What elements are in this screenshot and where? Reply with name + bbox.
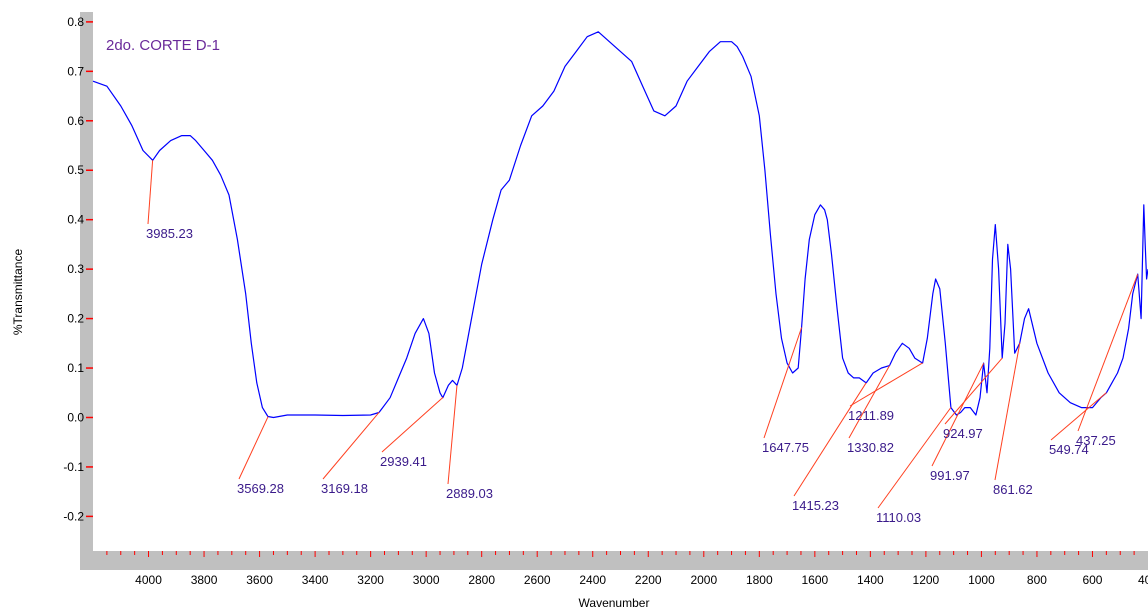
chart-title: 2do. CORTE D-1 <box>106 37 220 54</box>
x-tick-label: 400 <box>1138 573 1148 587</box>
x-tick-label: 2800 <box>468 573 495 587</box>
peak-label: 3985.23 <box>146 226 193 241</box>
y-tick-label: 0.4 <box>67 213 84 227</box>
peak-leader-line <box>763 327 803 439</box>
x-tick-label: 2200 <box>635 573 662 587</box>
y-tick-label: 0.8 <box>67 15 84 29</box>
y-tick-label: -0.2 <box>63 509 84 523</box>
peak-leader-line <box>994 342 1021 481</box>
peak-label: 1330.82 <box>847 440 894 455</box>
y-tick-label: 0.2 <box>67 312 84 326</box>
y-tick-label: 0.7 <box>67 64 84 78</box>
y-tick-label: 0.5 <box>67 163 84 177</box>
peak-label: 1110.03 <box>876 510 921 525</box>
x-tick-label: 1000 <box>968 573 995 587</box>
plot-area <box>93 12 1148 551</box>
peak-leader-line <box>147 160 154 225</box>
peak-label: 437.25 <box>1076 433 1116 448</box>
peak-label: 1647.75 <box>762 440 809 455</box>
peak-leader-line <box>447 385 458 485</box>
peak-label: 1211.89 <box>848 408 894 423</box>
x-axis-title: Wavenumber <box>579 596 650 610</box>
x-tick-label: 3000 <box>413 573 440 587</box>
peak-label: 1415.23 <box>792 498 839 513</box>
peak-leader-line <box>848 365 891 439</box>
peak-leader-line <box>931 362 985 467</box>
x-tick-label: 3600 <box>246 573 273 587</box>
peak-leader-line <box>381 396 444 453</box>
peak-label: 2939.41 <box>380 454 427 469</box>
x-tick-label: 3800 <box>191 573 218 587</box>
peak-leader-line <box>238 416 269 480</box>
peak-label: 924.97 <box>943 426 983 441</box>
x-tick-label: 1800 <box>746 573 773 587</box>
x-tick-label: 1600 <box>801 573 828 587</box>
x-tick-label: 4000 <box>135 573 162 587</box>
peak-label: 861.62 <box>993 482 1033 497</box>
peak-label: 3569.28 <box>237 481 284 496</box>
y-tick-label: 0.0 <box>67 410 84 424</box>
peak-label: 549.74 <box>1049 442 1089 457</box>
x-tick-label: 2400 <box>579 573 606 587</box>
bottom-frame-bar <box>80 551 1148 570</box>
y-axis: 0.8 0.7 0.6 0.5 0.4 0.3 0.2 0.1 0.0 -0.1 -0.2 <box>63 15 93 523</box>
x-tick-label: 2000 <box>690 573 717 587</box>
y-tick-label: 0.3 <box>67 262 84 276</box>
y-axis-title: %Transmittance <box>11 249 25 336</box>
spectrum-line <box>92 31 1148 419</box>
y-tick-label: 0.6 <box>67 114 84 128</box>
peak-leader-line <box>849 362 923 407</box>
peak-annotations: 3985.23 3569.28 3169.18 2939.41 2889.03 1647.… <box>146 160 1139 525</box>
peak-leader-line <box>944 357 1003 425</box>
x-tick-label: 2600 <box>524 573 551 587</box>
peak-leader-line <box>1050 392 1107 441</box>
x-tick-label: 1200 <box>913 573 940 587</box>
x-tick-label: 3400 <box>302 573 329 587</box>
peak-leader-line <box>1077 274 1139 432</box>
peak-leader-line <box>793 382 867 497</box>
y-tick-label: 0.1 <box>67 361 84 375</box>
peak-leader-line <box>322 411 380 480</box>
x-tick-label: 600 <box>1082 573 1102 587</box>
peak-label: 2889.03 <box>446 486 493 501</box>
peak-label: 3169.18 <box>321 481 368 496</box>
x-axis: 4000 3800 3600 3400 3200 3000 2800 2600 2400 2200… <box>106 551 1148 587</box>
peak-label: 991.97 <box>930 468 970 483</box>
x-tick-label: 1400 <box>857 573 884 587</box>
x-tick-label: 3200 <box>357 573 384 587</box>
y-tick-label: -0.1 <box>63 460 84 474</box>
peak-leader-line <box>877 407 952 509</box>
x-tick-label: 800 <box>1027 573 1047 587</box>
left-frame-bar <box>80 12 93 570</box>
